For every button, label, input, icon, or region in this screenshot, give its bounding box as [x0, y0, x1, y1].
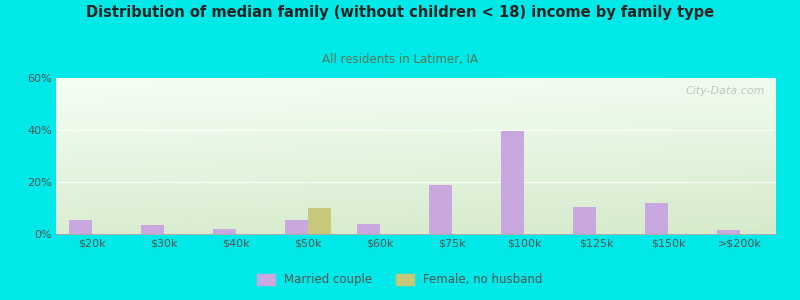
Text: All residents in Latimer, IA: All residents in Latimer, IA: [322, 52, 478, 65]
Bar: [357, 224, 380, 234]
Bar: [69, 220, 92, 234]
Bar: [573, 207, 596, 234]
Bar: [141, 225, 164, 234]
Bar: [429, 184, 452, 234]
Bar: [308, 208, 331, 234]
Bar: [285, 220, 308, 234]
Bar: [501, 131, 524, 234]
Text: Distribution of median family (without children < 18) income by family type: Distribution of median family (without c…: [86, 4, 714, 20]
Bar: [717, 230, 740, 234]
Text: City-Data.com: City-Data.com: [686, 86, 766, 96]
Legend: Married couple, Female, no husband: Married couple, Female, no husband: [253, 269, 547, 291]
Bar: [213, 229, 236, 234]
Bar: [645, 203, 668, 234]
